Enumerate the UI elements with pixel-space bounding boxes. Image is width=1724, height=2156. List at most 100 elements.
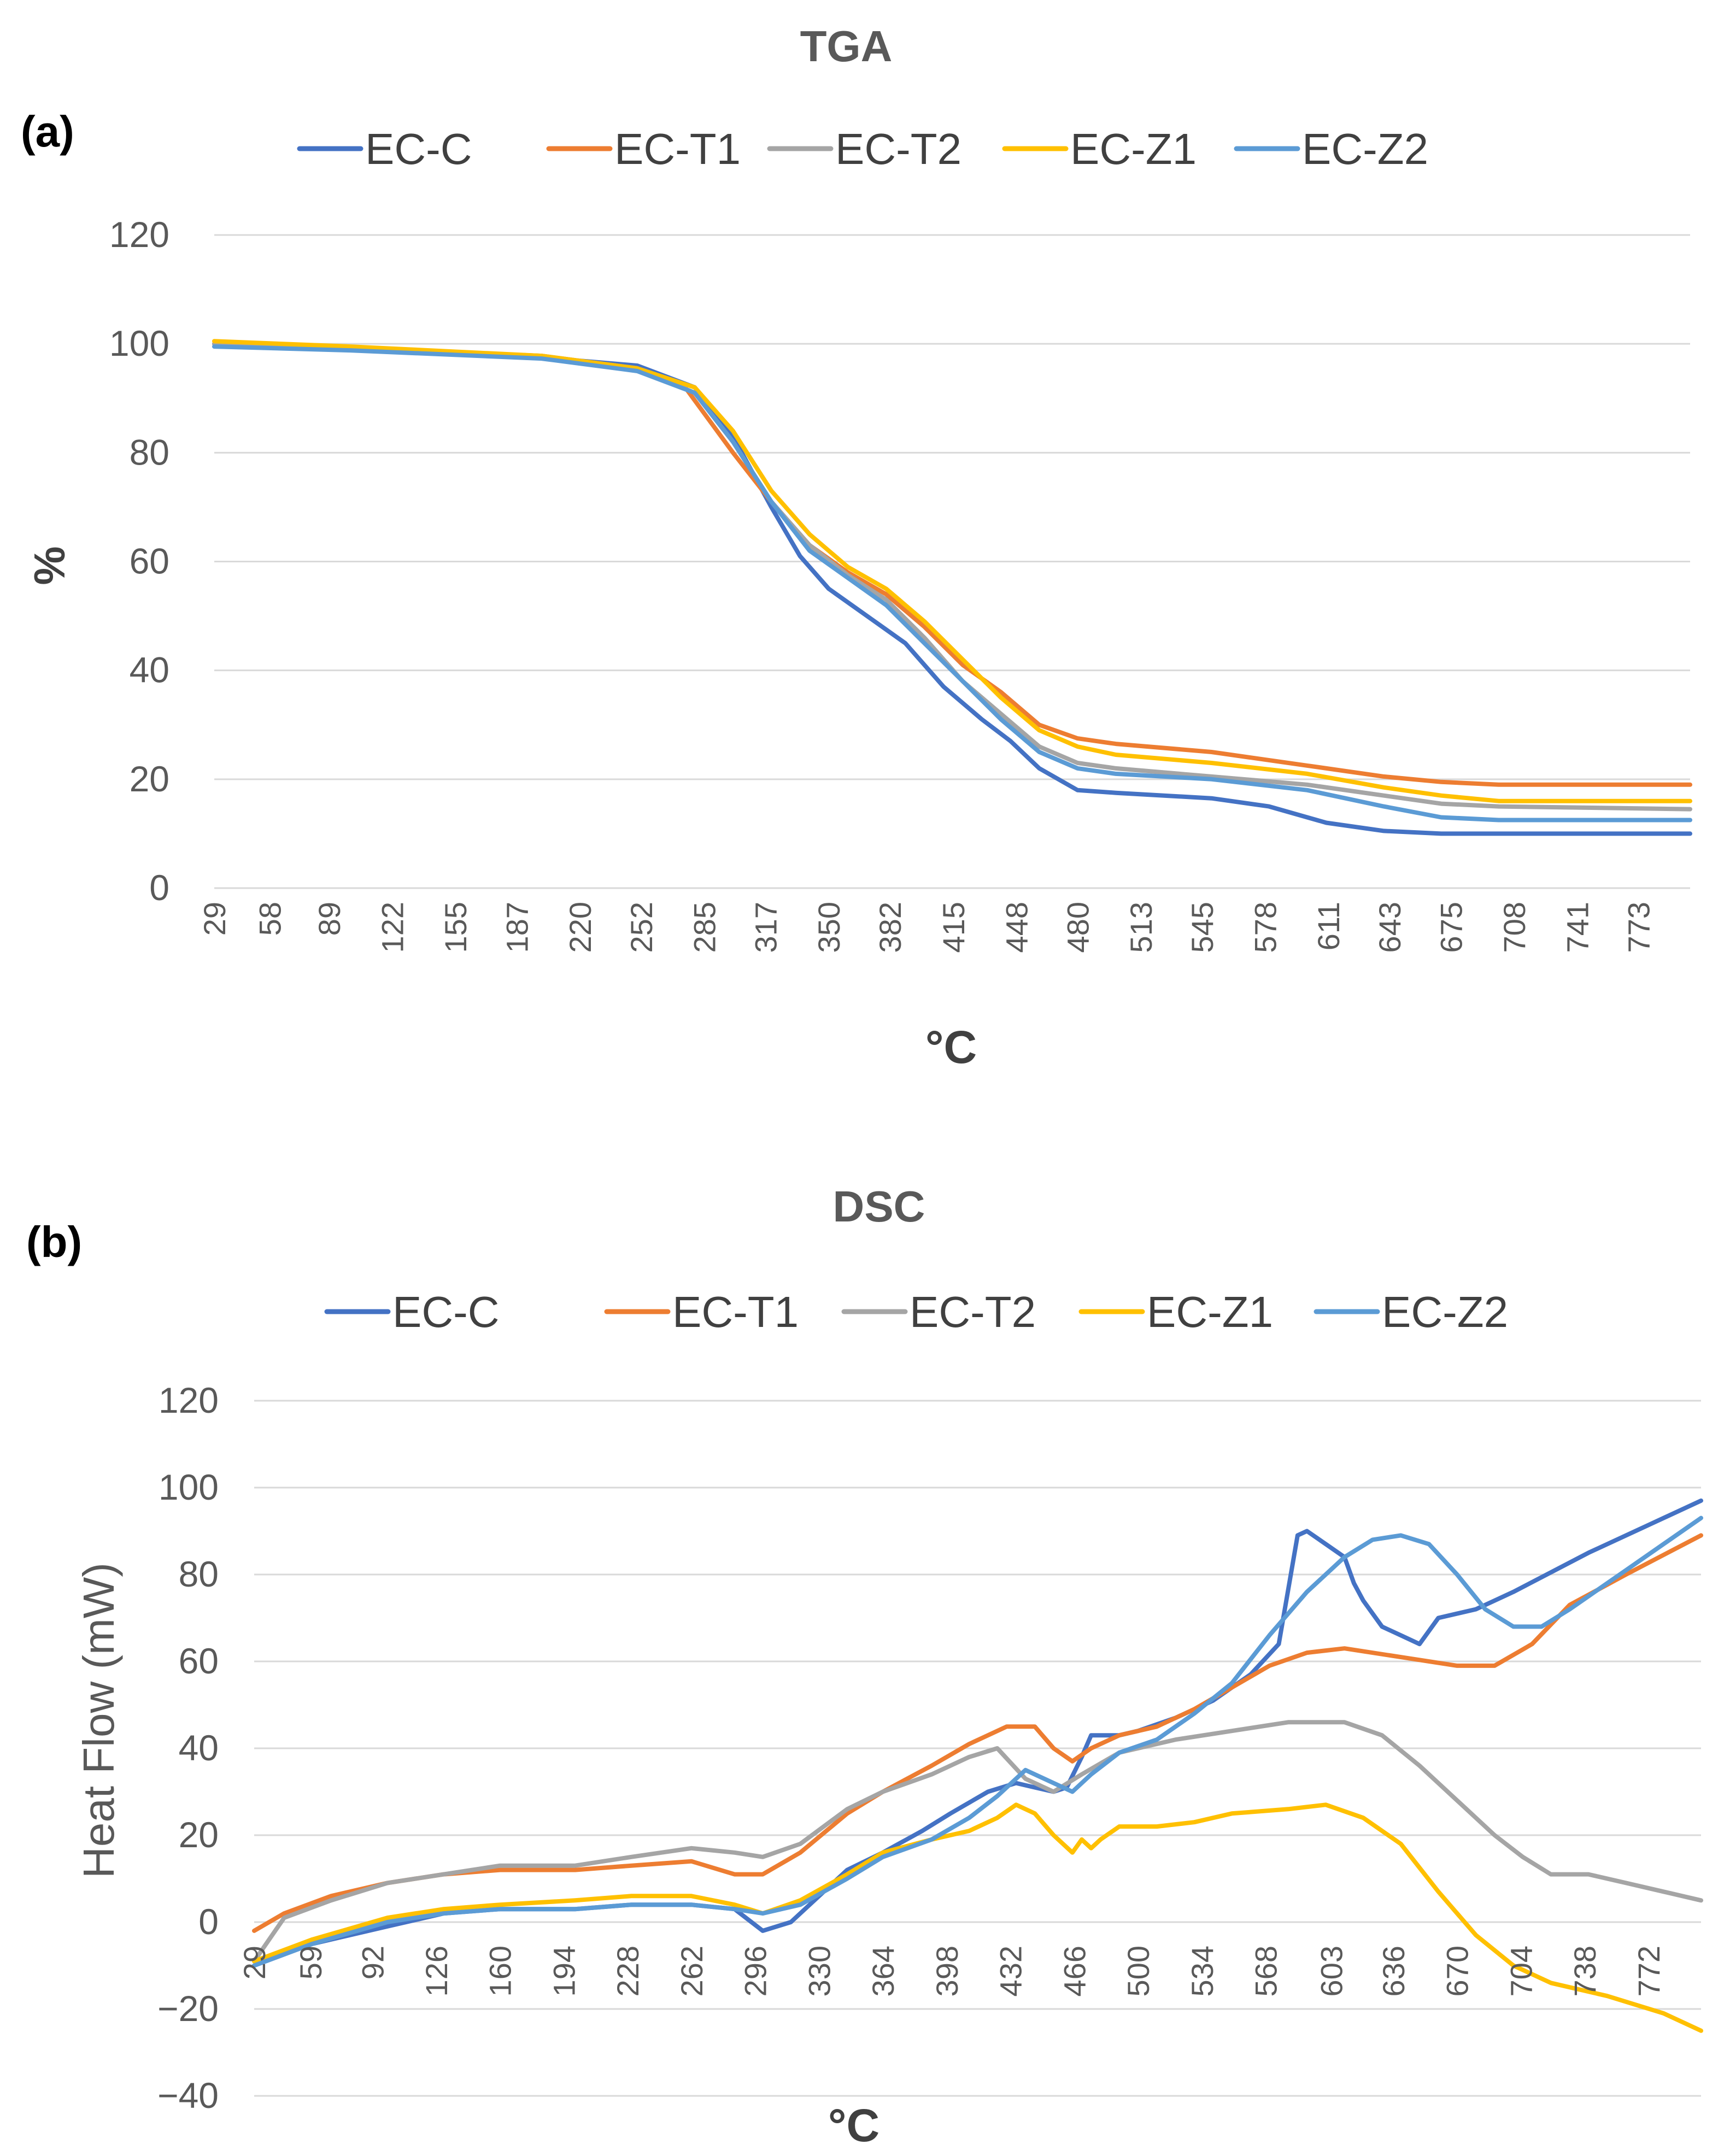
dsc-x-tick-label: 364 (866, 1946, 900, 1996)
dsc-x-tick-label: 194 (547, 1946, 581, 1996)
dsc-x-tick-label: 432 (994, 1946, 1028, 1996)
tga-x-tick-label: 675 (1434, 902, 1468, 953)
tga-legend-label: EC-T2 (835, 125, 961, 173)
dsc-x-tick-label: 262 (675, 1946, 709, 1996)
tga-legend-label: EC-Z1 (1070, 125, 1197, 173)
dsc-x-tick-label: 330 (802, 1946, 836, 1996)
tga-x-tick-label: 708 (1497, 902, 1532, 953)
dsc-y-tick-label: 60 (179, 1641, 219, 1681)
dsc-y-tick-label: 20 (179, 1814, 219, 1855)
tga-x-tick-label: 415 (936, 902, 971, 953)
dsc-x-axis-label: °C (828, 2100, 879, 2151)
panel-b-tag: (b) (26, 1218, 82, 1266)
tga-series-ec-z1 (212, 339, 1692, 803)
tga-x-axis-label: °C (925, 1021, 977, 1073)
tga-x-tick-label: 643 (1373, 902, 1407, 953)
dsc-x-ticks: 29 59 92 126 160 194 228 262 296 330 364 398 432 466 5… (237, 1946, 1666, 1996)
tga-legend-label: EC-Z2 (1302, 125, 1428, 173)
dsc-x-tick-label: 636 (1376, 1946, 1411, 1996)
dsc-legend-label: EC-T1 (672, 1288, 799, 1336)
dsc-legend-label: EC-C (392, 1288, 500, 1336)
tga-gridlines (214, 234, 1690, 889)
tga-x-tick-label: 578 (1248, 902, 1283, 953)
dsc-series (252, 1498, 1703, 2033)
dsc-x-tick-label: 59 (294, 1946, 328, 1979)
tga-x-tick-label: 187 (500, 902, 534, 953)
tga-x-tick-label: 545 (1185, 902, 1219, 953)
tga-series-ec-z2 (212, 344, 1692, 823)
dsc-legend: EC-C EC-T1 EC-T2 EC-Z1 EC-Z2 (324, 1288, 1508, 1336)
dsc-y-tick-label: 0 (198, 1901, 219, 1942)
tga-series (212, 339, 1692, 836)
dsc-x-tick-label: 296 (738, 1946, 773, 1996)
tga-legend: EC-C EC-T1 EC-T2 EC-Z1 EC-Z2 (297, 125, 1428, 173)
tga-x-tick-label: 122 (376, 902, 410, 953)
tga-y-tick-label: 60 (130, 541, 169, 581)
tga-x-tick-label: 773 (1621, 902, 1656, 953)
tga-x-tick-label: 611 (1311, 902, 1346, 950)
tga-y-tick-label: 100 (109, 323, 169, 363)
dsc-legend-label: EC-Z2 (1382, 1288, 1508, 1336)
tga-chart: (a) TGA EC-C EC-T1 EC-T2 EC-Z1 EC-Z2 0 20 40 60… (21, 22, 1692, 1073)
dsc-x-tick-label: 228 (611, 1946, 645, 1996)
dsc-gridlines (254, 1400, 1701, 2097)
dsc-chart: (b) DSC EC-C EC-T1 EC-T2 EC-Z1 EC-Z2 −40 −20 0… (26, 1182, 1703, 2151)
tga-x-tick-label: 155 (438, 902, 473, 953)
dsc-x-tick-label: 466 (1057, 1946, 1092, 1996)
tga-x-ticks: 29 58 89 122 155 187 220 252 285 317 350 382 415 448 4… (197, 902, 1656, 953)
dsc-series-ec-z2 (252, 1515, 1703, 1968)
dsc-legend-label: EC-Z1 (1147, 1288, 1273, 1336)
dsc-x-tick-label: 603 (1315, 1946, 1349, 1996)
dsc-x-tick-label: 126 (419, 1946, 454, 1996)
dsc-x-tick-label: 160 (483, 1946, 518, 1996)
tga-series-ec-c (212, 342, 1692, 836)
tga-x-tick-label: 350 (812, 902, 846, 953)
dsc-series-ec-c (252, 1498, 1703, 1968)
tga-y-tick-label: 20 (130, 759, 169, 799)
dsc-y-tick-label: −20 (157, 1988, 219, 2029)
tga-x-tick-label: 317 (749, 902, 783, 953)
tga-x-tick-label: 252 (624, 902, 659, 953)
dsc-x-tick-label: 568 (1248, 1946, 1283, 1996)
tga-x-tick-label: 480 (1060, 902, 1095, 953)
dsc-x-tick-label: 29 (237, 1946, 272, 1979)
dsc-y-ticks: −40 −20 0 20 40 60 80 100 120 (157, 1380, 219, 2116)
tga-legend-label: EC-C (365, 125, 472, 173)
dsc-y-tick-label: −40 (157, 2075, 219, 2116)
tga-x-tick-label: 382 (873, 902, 907, 953)
tga-x-tick-label: 285 (687, 902, 722, 953)
dsc-y-tick-label: 80 (179, 1554, 219, 1594)
tga-x-tick-label: 89 (312, 902, 347, 936)
tga-x-tick-label: 29 (197, 902, 232, 936)
dsc-legend-label: EC-T2 (910, 1288, 1036, 1336)
dsc-y-tick-label: 120 (159, 1380, 219, 1420)
tga-y-axis-label: % (25, 546, 74, 585)
dsc-x-tick-label: 398 (930, 1946, 964, 1996)
tga-x-tick-label: 220 (563, 902, 597, 953)
dsc-y-tick-label: 40 (179, 1728, 219, 1768)
tga-legend-label: EC-T1 (614, 125, 741, 173)
dsc-y-tick-label: 100 (159, 1467, 219, 1507)
dsc-series-ec-t1 (252, 1533, 1703, 1933)
tga-title: TGA (800, 22, 893, 71)
dsc-x-tick-label: 704 (1504, 1946, 1538, 1996)
dsc-series-ec-t2 (252, 1720, 1703, 1964)
dsc-y-axis-label: Heat Flow (mW) (74, 1562, 123, 1878)
dsc-x-tick-label: 534 (1185, 1946, 1219, 1996)
dsc-x-tick-label: 772 (1632, 1946, 1666, 1996)
dsc-x-tick-label: 670 (1440, 1946, 1475, 1996)
dsc-title: DSC (833, 1182, 925, 1231)
tga-y-tick-label: 80 (130, 432, 169, 472)
tga-y-ticks: 0 20 40 60 80 100 120 (109, 214, 169, 908)
dsc-x-tick-label: 92 (355, 1946, 390, 1979)
dsc-x-tick-label: 500 (1121, 1946, 1156, 1996)
tga-x-tick-label: 58 (253, 902, 288, 936)
tga-series-ec-t2 (212, 342, 1692, 812)
tga-series-ec-t1 (212, 342, 1692, 787)
tga-y-tick-label: 40 (130, 650, 169, 690)
tga-x-tick-label: 448 (999, 902, 1034, 953)
tga-x-tick-label: 741 (1560, 902, 1594, 953)
panel-a-tag: (a) (21, 107, 74, 156)
tga-x-tick-label: 513 (1124, 902, 1158, 953)
